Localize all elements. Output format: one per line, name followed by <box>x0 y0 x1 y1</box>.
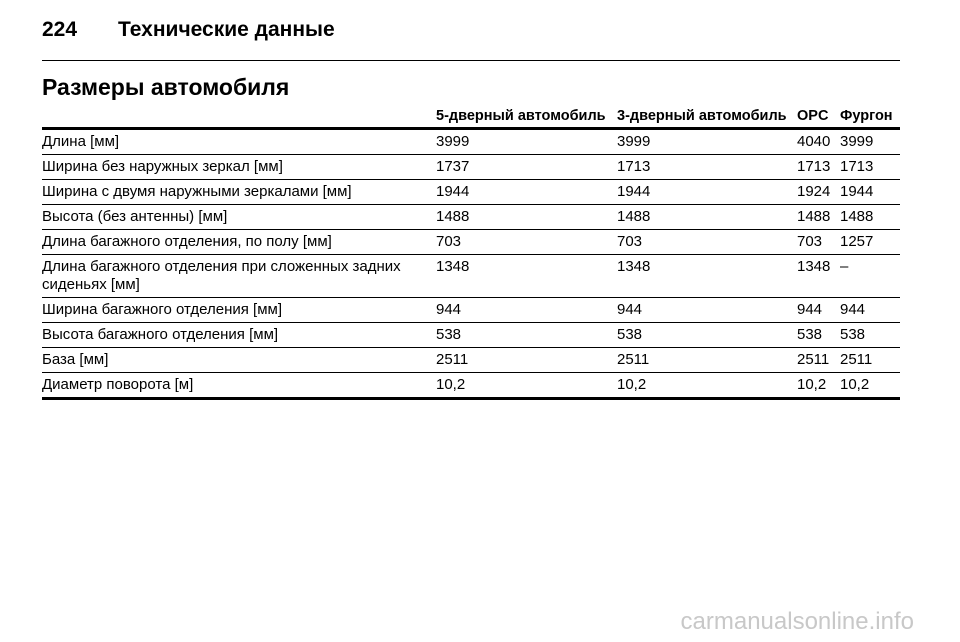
value-cell: 1488 <box>797 204 840 230</box>
label-cell: Длина багажного отделения при сложенных … <box>42 254 436 298</box>
value-cell: 1257 <box>840 229 900 255</box>
value-cell: 1488 <box>840 204 900 230</box>
value-cell: 1348 <box>436 254 617 298</box>
value-cell: 538 <box>840 322 900 348</box>
header-rule <box>42 60 900 61</box>
value-cell: 538 <box>436 322 617 348</box>
table-header: 5-дверный автомобиль 3-дверный автомобиль… <box>42 106 900 130</box>
table-row: Ширина с двумя наружными зеркалами [мм] 1… <box>42 179 900 205</box>
value-cell: 703 <box>797 229 840 255</box>
dimensions-table: 5-дверный автомобиль 3-дверный автомобиль… <box>42 106 900 400</box>
value-cell: 10,2 <box>840 372 900 400</box>
table-body: Длина [мм] 3999 3999 4040 3999 Ширина без нар… <box>42 128 900 400</box>
table-row: Высота багажного отделения [мм] 538 538 538… <box>42 322 900 348</box>
value-cell: 3999 <box>840 128 900 155</box>
value-cell: 1488 <box>436 204 617 230</box>
column-header: OPC <box>797 106 840 130</box>
value-cell: 944 <box>840 297 900 323</box>
value-cell: 1348 <box>617 254 797 298</box>
value-cell: 1713 <box>840 154 900 180</box>
value-cell: 4040 <box>797 128 840 155</box>
value-cell: 2511 <box>840 347 900 373</box>
value-cell: 538 <box>617 322 797 348</box>
value-cell: 1737 <box>436 154 617 180</box>
value-cell: 10,2 <box>797 372 840 400</box>
value-cell: 703 <box>617 229 797 255</box>
section-title: Размеры автомобиля <box>42 74 290 100</box>
value-cell: 3999 <box>617 128 797 155</box>
column-header: 5-дверный автомобиль <box>436 106 617 130</box>
value-cell: 2511 <box>797 347 840 373</box>
value-cell: 10,2 <box>436 372 617 400</box>
value-cell: 3999 <box>436 128 617 155</box>
value-cell: 944 <box>617 297 797 323</box>
value-cell: 703 <box>436 229 617 255</box>
value-cell: 1944 <box>436 179 617 205</box>
label-cell: Ширина без наружных зеркал [мм] <box>42 154 436 180</box>
value-cell: 10,2 <box>617 372 797 400</box>
table-row: Длина [мм] 3999 3999 4040 3999 <box>42 128 900 155</box>
page-number: 224 <box>42 18 78 41</box>
value-cell: 1944 <box>617 179 797 205</box>
value-cell: 538 <box>797 322 840 348</box>
label-cell: База [мм] <box>42 347 436 373</box>
value-cell: 1713 <box>617 154 797 180</box>
page-title: Технические данные <box>118 18 335 41</box>
column-header <box>42 106 436 130</box>
value-cell: 2511 <box>436 347 617 373</box>
value-cell: 944 <box>436 297 617 323</box>
table-row: Длина багажного отделения при сложенных … <box>42 254 900 298</box>
column-header: 3-дверный автомобиль <box>617 106 797 130</box>
label-cell: Высота багажного отделения [мм] <box>42 322 436 348</box>
label-cell: Диаметр поворота [м] <box>42 372 436 400</box>
value-cell: 1944 <box>840 179 900 205</box>
label-cell: Ширина багажного отделения [мм] <box>42 297 436 323</box>
label-cell: Длина [мм] <box>42 128 436 155</box>
label-cell: Ширина с двумя наружными зеркалами [мм] <box>42 179 436 205</box>
value-cell: – <box>840 254 900 298</box>
table-row: Ширина без наружных зеркал [мм] 1737 1713 1… <box>42 154 900 180</box>
table-row: Длина багажного отделения, по полу [мм] 7… <box>42 229 900 255</box>
value-cell: 2511 <box>617 347 797 373</box>
value-cell: 1348 <box>797 254 840 298</box>
value-cell: 1488 <box>617 204 797 230</box>
table-row: Ширина багажного отделения [мм] 944 944 944… <box>42 297 900 323</box>
watermark: carmanualsonline.info <box>680 608 914 635</box>
column-header: Фургон <box>840 106 900 130</box>
table-row: Диаметр поворота [м] 10,2 10,2 10,2 10,2 <box>42 372 900 400</box>
label-cell: Высота (без антенны) [мм] <box>42 204 436 230</box>
table-row: База [мм] 2511 2511 2511 2511 <box>42 347 900 373</box>
value-cell: 944 <box>797 297 840 323</box>
value-cell: 1924 <box>797 179 840 205</box>
value-cell: 1713 <box>797 154 840 180</box>
table-row: Высота (без антенны) [мм] 1488 1488 1488 148… <box>42 204 900 230</box>
label-cell: Длина багажного отделения, по полу [мм] <box>42 229 436 255</box>
